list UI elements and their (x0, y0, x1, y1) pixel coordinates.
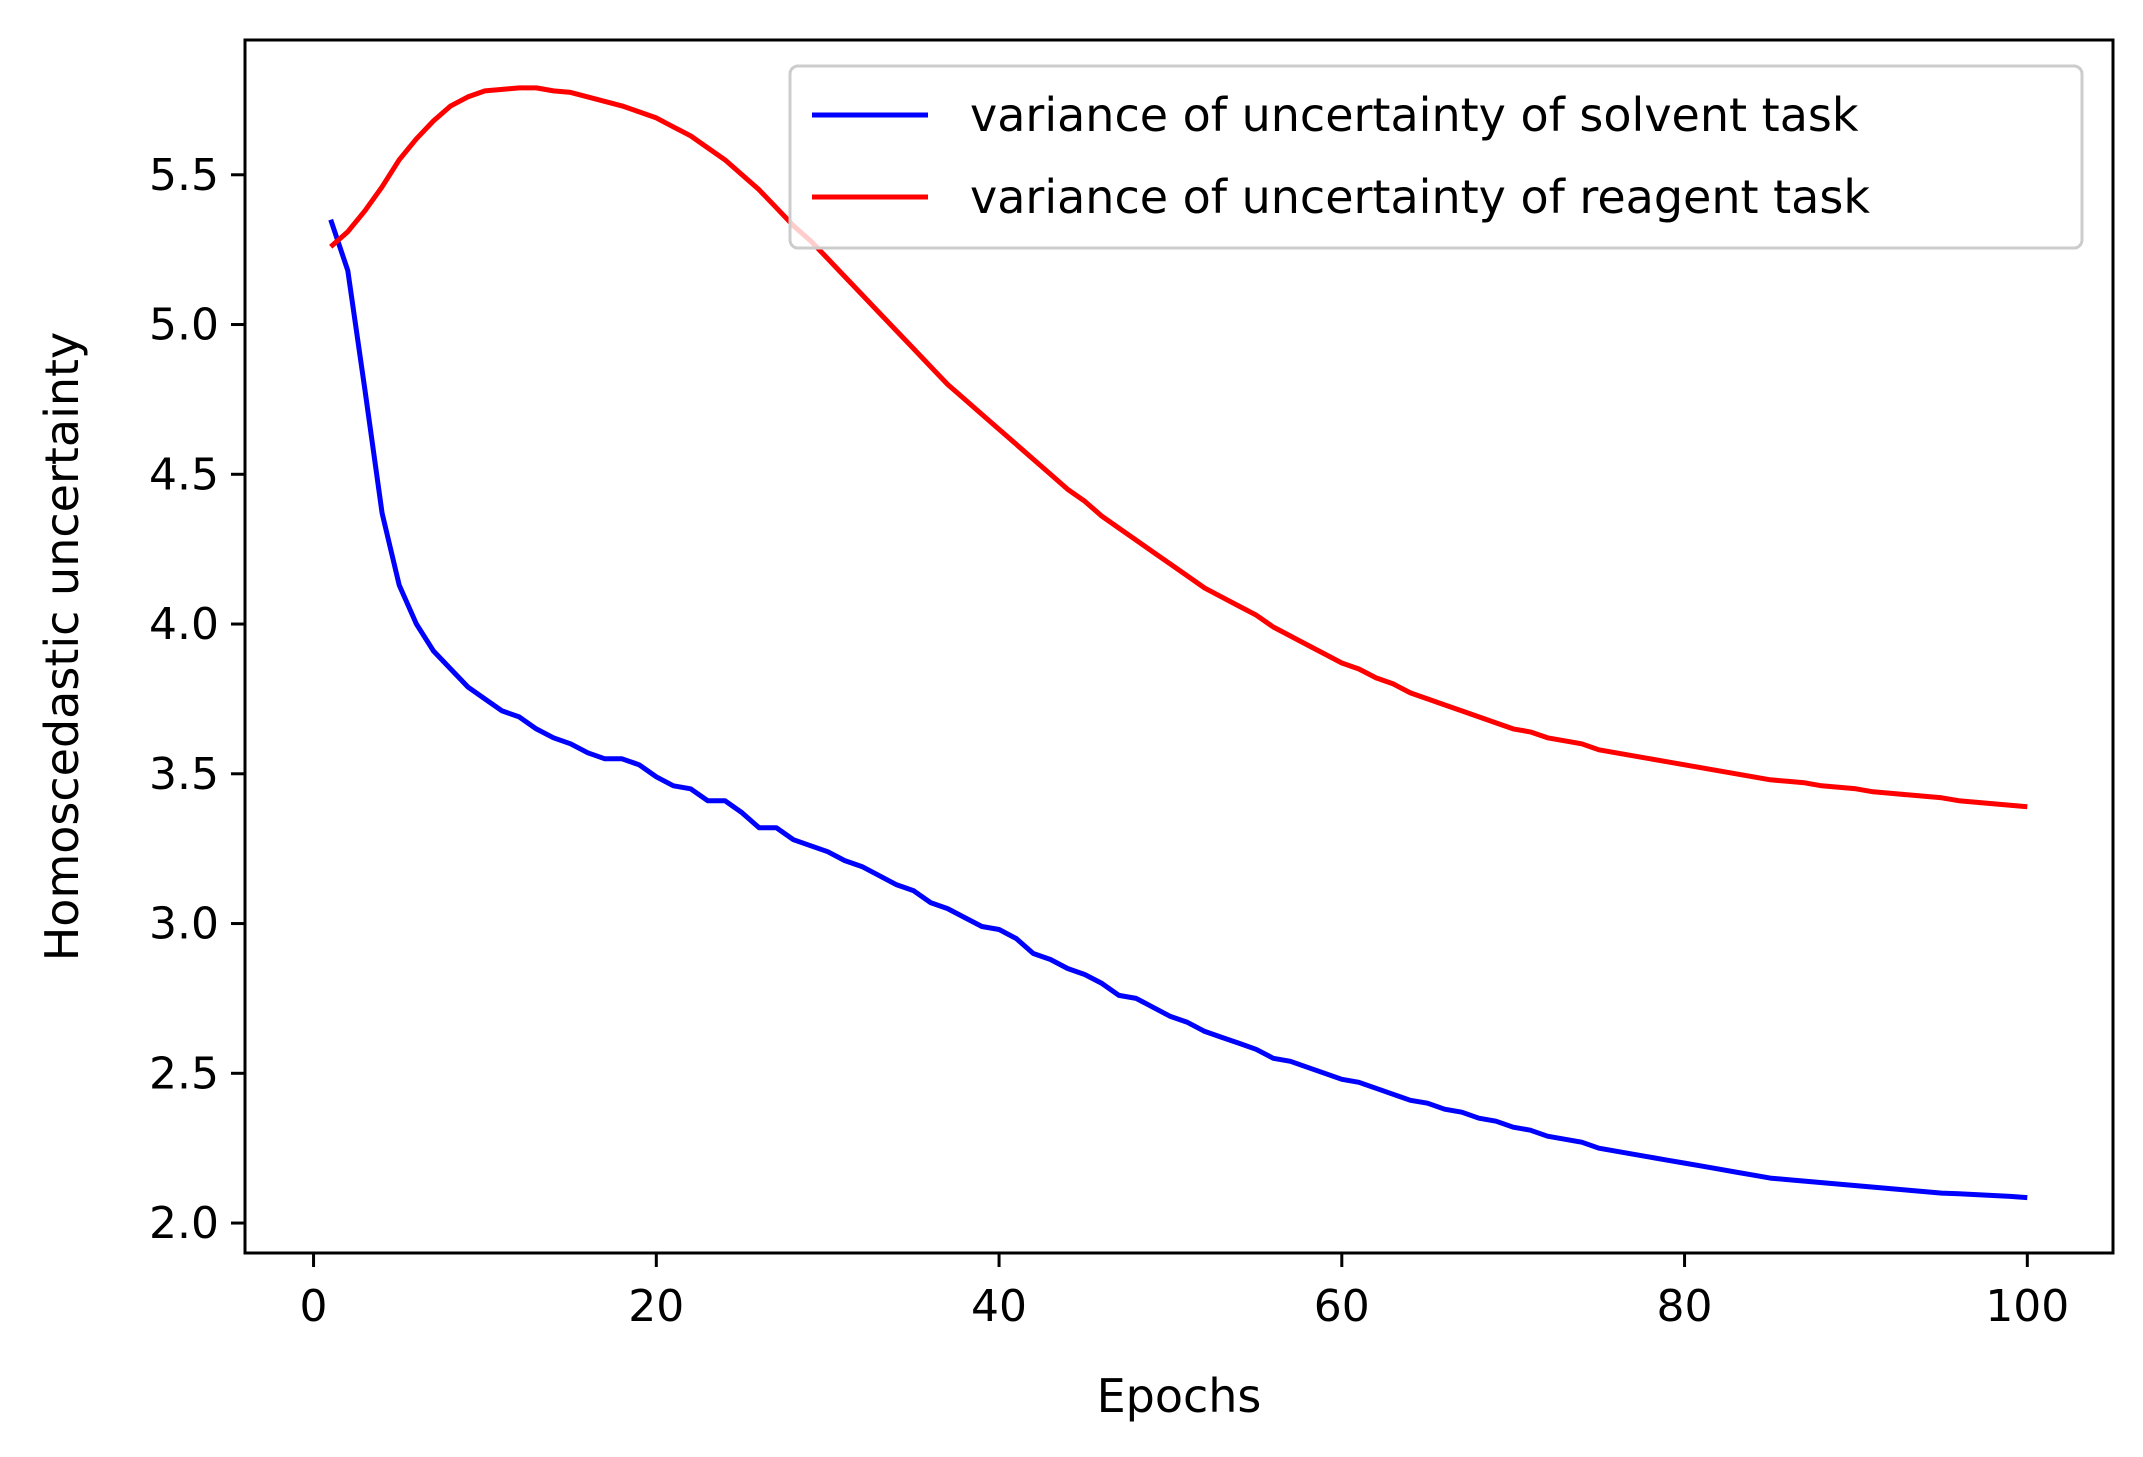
legend: variance of uncertainty of solvent task … (788, 64, 2084, 250)
x-tick-label: 60 (1314, 1281, 1370, 1332)
x-axis: 0 20 40 60 80 100 (300, 1253, 2069, 1332)
legend-label-solvent: variance of uncertainty of solvent task (970, 88, 1859, 142)
x-tick-label: 100 (1985, 1281, 2069, 1332)
y-tick-label: 4.0 (149, 599, 219, 650)
series-layer (328, 85, 2028, 1201)
plot-frame (243, 38, 2115, 1255)
legend-label-reagent: variance of uncertainty of reagent task (970, 170, 1870, 224)
x-axis-label: Epochs (1097, 1369, 1262, 1423)
y-tick-label: 5.5 (149, 150, 219, 201)
y-tick-label: 2.0 (149, 1198, 219, 1249)
series-line-solvent (328, 218, 2028, 1201)
x-tick-label: 20 (628, 1281, 684, 1332)
y-axis-label: Homoscedastic uncertainty (35, 332, 89, 962)
x-tick-label: 40 (971, 1281, 1027, 1332)
y-tick-label: 5.0 (149, 300, 219, 351)
y-axis: 2.0 2.5 3.0 3.5 4.0 4.5 5.0 5.5 (149, 150, 245, 1249)
y-tick-label: 2.5 (149, 1048, 219, 1099)
y-tick-label: 3.5 (149, 749, 219, 800)
x-tick-label: 0 (300, 1281, 328, 1332)
legend-box (788, 64, 2084, 250)
x-tick-label: 80 (1657, 1281, 1713, 1332)
y-tick-label: 3.0 (149, 899, 219, 950)
series-line-reagent (329, 85, 2028, 810)
y-tick-label: 4.5 (149, 449, 219, 500)
